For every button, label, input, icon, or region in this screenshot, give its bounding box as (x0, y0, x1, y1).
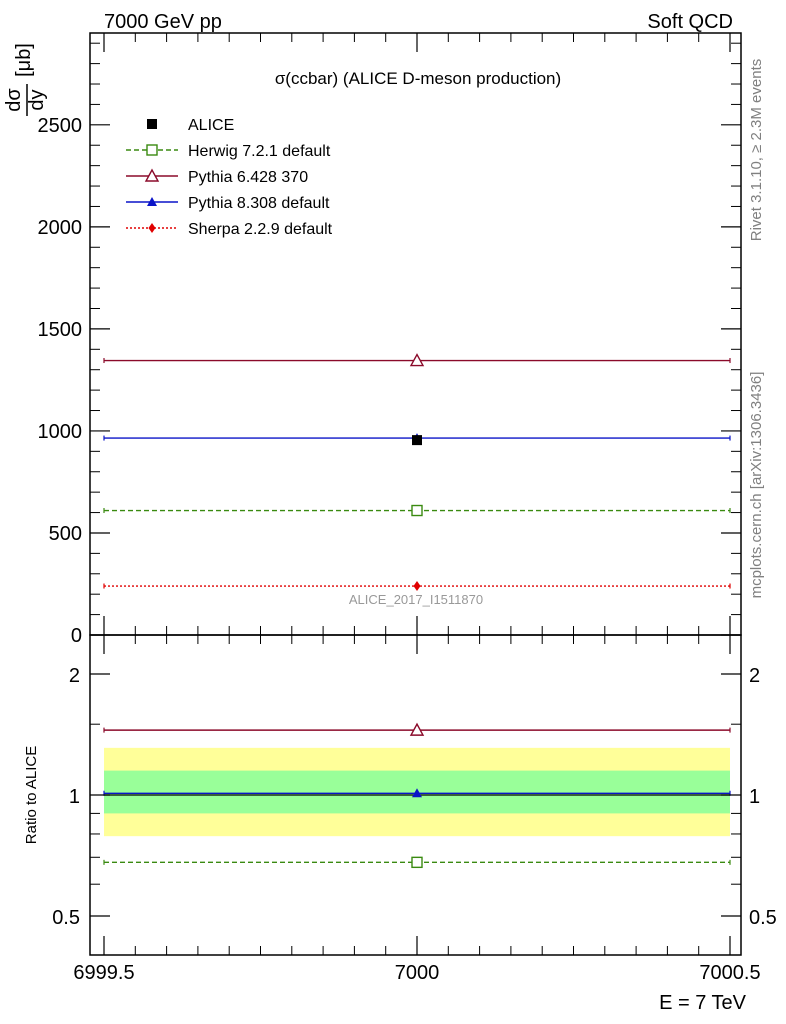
legend-marker-data (147, 119, 157, 129)
data-point-pythia6 (409, 353, 425, 367)
reference-label: ALICE_2017_I1511870 (349, 592, 483, 607)
ylabel-denominator: dy (26, 89, 48, 110)
data-point-herwig (411, 504, 423, 517)
data-point-data (412, 435, 422, 446)
ratio-ytick-label-right: 2 (749, 665, 760, 687)
ylabel-unit: [μb] (13, 43, 35, 77)
ratio-plot-panel: 0.5 0.5 1 1 2 2 6999.5 7000 7000.5 Ratio to ALIC… (23, 634, 777, 1014)
header-right: Soft QCD (647, 11, 733, 33)
top-ytick-label: 2500 (38, 115, 83, 137)
legend-label-sherpa: Sherpa 2.2.9 default (188, 221, 333, 238)
ratio-ytick-label-left: 0.5 (52, 907, 80, 929)
ratio-point-pythia6 (409, 722, 425, 736)
legend-label-pythia8: Pythia 8.308 default (188, 195, 330, 212)
xaxis-label: E = 7 TeV (659, 992, 747, 1014)
legend-marker-herwig (146, 144, 158, 156)
ratio-ytick-label-left: 1 (69, 786, 80, 808)
ylabel-numerator: dσ (3, 88, 25, 112)
top-ytick-label: 2000 (38, 217, 83, 239)
rivet-label: Rivet 3.1.10, ≥ 2.3M events (748, 59, 765, 242)
top-ylabel: dσ dy [μb] (3, 43, 48, 116)
legend-marker-sherpa (148, 223, 156, 233)
legend-marker-pythia6 (144, 168, 160, 182)
xtick-label: 6999.5 (73, 962, 134, 984)
ratio-ytick-label-right: 0.5 (749, 907, 777, 929)
legend-label-data: ALICE (188, 117, 234, 134)
header-left: 7000 GeV pp (104, 11, 222, 33)
legend-label-pythia6: Pythia 6.428 370 (188, 169, 308, 186)
data-point-sherpa (413, 581, 421, 592)
ratio-ylabel: Ratio to ALICE (23, 746, 40, 844)
mcplots-label: mcplots.cern.ch [arXiv:1306.3436] (748, 372, 765, 599)
xtick-label: 7000.5 (699, 962, 760, 984)
top-ytick-label: 1000 (38, 421, 83, 443)
ratio-ytick-label-left: 2 (69, 665, 80, 687)
legend: ALICE Herwig 7.2.1 default Pythia 6.428 37… (126, 117, 333, 238)
main-plot-panel: 0 500 1000 1500 2000 2500 σ(ccbar) (ALICE D-m… (38, 32, 742, 647)
top-ytick-label: 0 (71, 625, 82, 647)
ratio-ytick-label-right: 1 (749, 786, 760, 808)
ratio-point-herwig (411, 856, 423, 869)
legend-label-herwig: Herwig 7.2.1 default (188, 143, 331, 160)
legend-marker-pythia8 (147, 197, 157, 206)
top-ytick-label: 500 (49, 523, 82, 545)
plot-title: σ(ccbar) (ALICE D-meson production) (275, 69, 561, 88)
top-ytick-label: 1500 (38, 319, 83, 341)
xtick-label: 7000 (395, 962, 440, 984)
ratio-point-pythia8 (412, 788, 422, 798)
